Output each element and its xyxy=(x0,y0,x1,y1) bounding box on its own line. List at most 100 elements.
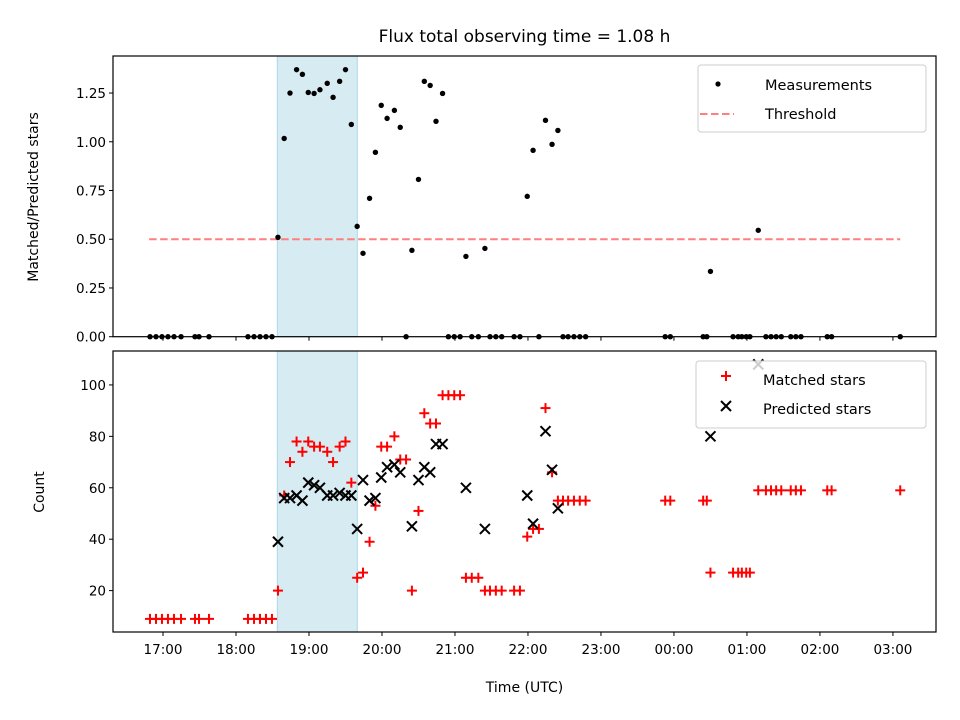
measurement-point xyxy=(427,82,433,89)
predicted-star-point xyxy=(527,518,539,530)
measurement-point xyxy=(342,66,349,73)
matched-star-point xyxy=(346,477,357,488)
bottom-y-tick-label: 100 xyxy=(80,378,106,394)
measurement-point xyxy=(348,121,355,128)
measurement-point xyxy=(482,245,488,252)
predicted-star-point xyxy=(388,458,401,471)
top-shaded-region xyxy=(276,55,358,338)
measurement-point xyxy=(354,223,360,230)
measurement-point xyxy=(324,80,330,86)
bottom-axes-frame xyxy=(112,350,937,633)
measurement-point xyxy=(439,90,446,97)
measurement-point xyxy=(366,195,373,201)
measurement-point xyxy=(311,90,317,97)
predicted-star-point xyxy=(302,476,314,489)
bottom-legend-box xyxy=(695,360,927,429)
x-tick-label: 00:00 xyxy=(655,642,694,658)
measurement-point xyxy=(549,141,555,148)
measurements-legend-marker xyxy=(715,81,721,87)
legend-matched-stars: Matched stars xyxy=(763,373,866,389)
predicted-star-point xyxy=(345,489,358,502)
legend-measurements: Measurements xyxy=(765,78,872,94)
matched-star-point xyxy=(358,567,369,578)
matched-star-point xyxy=(580,495,591,506)
bottom-legend: Matched stars Predicted stars xyxy=(695,360,927,429)
measurement-point xyxy=(707,268,714,275)
bottom-y-ticks: 20 40 60 80 100 xyxy=(80,378,113,600)
top-y-tick-label: 0.75 xyxy=(76,184,106,200)
matched-star-point xyxy=(303,436,314,447)
bottom-y-tick-label: 40 xyxy=(89,532,106,548)
measurement-point xyxy=(336,78,343,85)
matched-star-point xyxy=(334,441,345,452)
matched-star-point xyxy=(352,572,363,583)
measurement-point xyxy=(421,78,428,85)
predicted-star-point xyxy=(436,438,449,450)
predicted-star-point xyxy=(369,492,382,504)
matched-star-point xyxy=(406,585,417,596)
top-y-tick-label: 0.00 xyxy=(76,330,106,346)
matched-star-point xyxy=(665,495,676,506)
top-x-ticks xyxy=(162,336,894,341)
legend-threshold: Threshold xyxy=(764,107,836,123)
top-y-axis-label: Matched/Predicted stars xyxy=(26,112,42,282)
matched-star-point xyxy=(455,390,466,401)
matched-star-point xyxy=(701,495,712,506)
matched-legend-marker xyxy=(721,371,731,381)
matched-star-point xyxy=(795,485,806,496)
measurement-point xyxy=(299,71,306,78)
top-legend: Measurements Threshold xyxy=(697,64,927,133)
bottom-x-ticks: 17:00 18:00 19:00 20:00 21:00 22:00 23:00 00:00… xyxy=(144,632,912,658)
predicted-star-point xyxy=(460,482,472,494)
matched-star-point xyxy=(176,613,187,624)
measurement-point xyxy=(305,89,311,96)
x-tick-label: 23:00 xyxy=(582,642,621,658)
measurement-point xyxy=(317,87,323,93)
bottom-y-axis-label: Count xyxy=(32,471,48,513)
measurement-point xyxy=(409,247,415,254)
predicted-star-point xyxy=(424,466,436,479)
measurement-point xyxy=(281,135,287,142)
top-legend-box xyxy=(697,64,927,133)
bottom-y-tick-label: 60 xyxy=(89,481,106,497)
x-tick-label: 20:00 xyxy=(363,642,402,658)
predicted-star-point xyxy=(381,461,393,473)
matched-star-point xyxy=(328,457,339,468)
predicted-star-point xyxy=(394,466,406,479)
matched-star-point xyxy=(895,485,906,496)
x-tick-label: 22:00 xyxy=(509,642,548,658)
x-tick-label: 18:00 xyxy=(217,642,256,658)
matched-star-point xyxy=(285,457,296,468)
predicted-star-point xyxy=(363,494,376,507)
matched-star-point xyxy=(322,446,333,457)
matched-star-point xyxy=(401,454,412,465)
predicted-star-point xyxy=(521,489,533,502)
predicted-stars-points xyxy=(272,358,764,548)
predicted-star-point xyxy=(357,474,369,486)
predicted-star-point xyxy=(479,523,491,535)
predicted-star-point xyxy=(351,523,363,535)
matched-star-point xyxy=(364,536,375,547)
bottom-panel: 20 40 60 80 100 17:00 18:00 19:00 20:00 21:00 22:… xyxy=(32,350,937,696)
predicted-star-point xyxy=(412,474,425,486)
predicted-star-point xyxy=(284,492,296,504)
matched-stars-points xyxy=(145,390,906,624)
x-tick-label: 17:00 xyxy=(144,642,183,658)
measurement-point xyxy=(360,250,366,256)
matched-star-point xyxy=(473,572,484,583)
measurement-point xyxy=(433,118,439,125)
predicted-legend-marker xyxy=(720,400,732,412)
predicted-star-point xyxy=(333,487,346,499)
top-panel: 0.00 0.25 0.50 0.75 1.00 1.25 Matched/Predict… xyxy=(26,55,937,346)
x-axis-label: Time (UTC) xyxy=(485,680,563,696)
predicted-star-point xyxy=(539,425,552,437)
matched-star-point xyxy=(430,418,441,429)
matched-star-point xyxy=(540,403,551,414)
matched-star-point xyxy=(496,585,507,596)
matched-star-point xyxy=(314,441,325,452)
matched-star-point xyxy=(193,613,204,624)
matched-star-point xyxy=(514,585,525,596)
matched-star-point xyxy=(826,485,837,496)
predicted-star-point xyxy=(272,536,284,548)
